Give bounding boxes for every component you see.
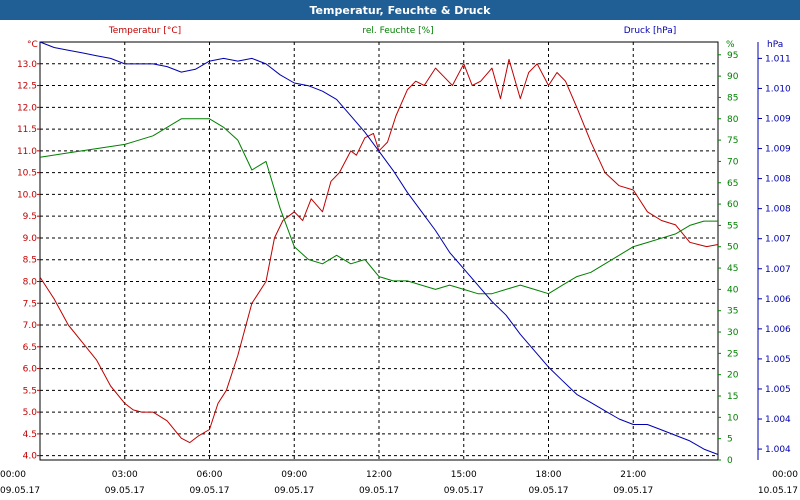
x-tick-time: 15:00 — [451, 470, 477, 480]
humidity-tick-label: 35 — [727, 307, 738, 317]
temperature-tick-label: 4.5 — [23, 430, 37, 440]
x-tick-time: 06:00 — [197, 470, 223, 480]
pressure-tick-label: 1.008 — [765, 175, 791, 185]
humidity-series-line — [39, 118, 718, 295]
humidity-tick-label: 30 — [727, 328, 739, 338]
x-tick-date: 09.05.17 — [274, 486, 314, 496]
pressure-series-label: Druck [hPa] — [624, 26, 677, 36]
x-tick-date: 09.05.17 — [105, 486, 145, 496]
grid-lines — [40, 42, 718, 460]
temperature-tick-label: 10.5 — [17, 169, 37, 179]
plot-area-frame — [39, 41, 719, 461]
humidity-tick-label: 60 — [727, 200, 739, 210]
pressure-tick-label: 1.009 — [765, 145, 791, 155]
temperature-tick-label: 7.5 — [23, 299, 37, 309]
x-tick-time: 21:00 — [620, 470, 646, 480]
humidity-axis-unit: % — [726, 40, 735, 50]
pressure-series-line — [39, 41, 719, 455]
temperature-tick-label: 10.0 — [17, 190, 37, 200]
temperature-tick-label: 11.0 — [17, 147, 37, 157]
x-tick-time: 00:00 — [772, 470, 798, 480]
humidity-tick-label: 20 — [727, 371, 739, 381]
humidity-tick-label: 80 — [727, 115, 739, 125]
humidity-tick-label: 15 — [727, 392, 738, 402]
humidity-tick-label: 55 — [727, 221, 738, 231]
window-title: Temperatur, Feuchte & Druck — [309, 3, 491, 17]
humidity-tick-label: 85 — [727, 93, 738, 103]
humidity-tick-label: 25 — [727, 349, 738, 359]
temperature-tick-label: 5.0 — [23, 408, 38, 418]
x-tick-time: 18:00 — [536, 470, 562, 480]
pressure-tick-label: 1.004 — [765, 445, 791, 455]
x-tick-time: 03:00 — [112, 470, 138, 480]
humidity-tick-label: 40 — [727, 285, 739, 295]
temperature-tick-label: 11.5 — [17, 125, 37, 135]
pressure-tick-label: 1.011 — [765, 54, 791, 64]
pressure-tick-label: 1.006 — [765, 295, 791, 305]
temperature-tick-label: 7.0 — [23, 321, 38, 331]
weather-line-chart: 00:00 09.05.17 03:00 09.05.17 06:00 09.05.17 0… — [0, 20, 800, 500]
temperature-tick-label: 13.0 — [17, 60, 37, 70]
pressure-tick-label: 1.004 — [765, 415, 791, 425]
humidity-tick-label: 50 — [727, 243, 739, 253]
pressure-tick-label: 1.010 — [765, 84, 791, 94]
temperature-tick-label: 5.5 — [23, 386, 37, 396]
pressure-tick-label: 1.007 — [765, 265, 791, 275]
humidity-tick-label: 90 — [727, 72, 739, 82]
axes: 00:00 09.05.17 03:00 09.05.17 06:00 09.05.17 0… — [0, 42, 798, 496]
temperature-tick-label: 12.0 — [17, 103, 37, 113]
window-title-bar: Temperatur, Feuchte & Druck — [0, 0, 800, 21]
temperature-series-label: Temperatur [°C] — [108, 26, 181, 36]
humidity-tick-label: 45 — [727, 264, 738, 274]
temperature-tick-label: 6.0 — [23, 365, 38, 375]
temperature-tick-label: 9.5 — [23, 212, 37, 222]
pressure-tick-label: 1.009 — [765, 114, 791, 124]
humidity-tick-label: 10 — [727, 413, 739, 423]
x-tick-date: 09.05.17 — [189, 486, 229, 496]
x-tick-date: 09.05.17 — [359, 486, 399, 496]
pressure-tick-label: 1.005 — [765, 355, 791, 365]
temperature-tick-label: 9.0 — [23, 234, 38, 244]
x-tick-time: 09:00 — [281, 470, 307, 480]
temperature-axis-unit: °C — [27, 40, 38, 50]
humidity-series-label: rel. Feuchte [%] — [362, 26, 433, 36]
humidity-tick-label: 75 — [727, 136, 738, 146]
x-tick-date: 09.05.17 — [444, 486, 484, 496]
x-tick-date: 09.05.17 — [528, 486, 568, 496]
pressure-tick-label: 1.007 — [765, 235, 791, 245]
pressure-tick-label: 1.005 — [765, 385, 791, 395]
pressure-tick-label: 1.008 — [765, 205, 791, 215]
x-tick-date: 09.05.17 — [0, 486, 40, 496]
temperature-tick-label: 6.5 — [23, 343, 37, 353]
x-tick-time: 12:00 — [366, 470, 392, 480]
temperature-tick-label: 8.5 — [23, 256, 37, 266]
humidity-tick-label: 0 — [727, 456, 733, 466]
x-tick-date: 09.05.17 — [613, 486, 653, 496]
pressure-axis-unit: hPa — [767, 40, 783, 50]
temperature-tick-label: 12.5 — [17, 82, 37, 92]
pressure-tick-label: 1.006 — [765, 325, 791, 335]
humidity-tick-label: 70 — [727, 157, 739, 167]
series-lines — [39, 41, 719, 455]
x-tick-date: 10.05.17 — [758, 486, 798, 496]
humidity-tick-label: 5 — [727, 435, 733, 445]
temperature-tick-label: 4.0 — [23, 452, 38, 462]
temperature-tick-label: 8.0 — [23, 277, 38, 287]
humidity-tick-label: 65 — [727, 179, 738, 189]
x-tick-time: 00:00 — [0, 470, 26, 480]
humidity-tick-label: 95 — [727, 51, 738, 61]
